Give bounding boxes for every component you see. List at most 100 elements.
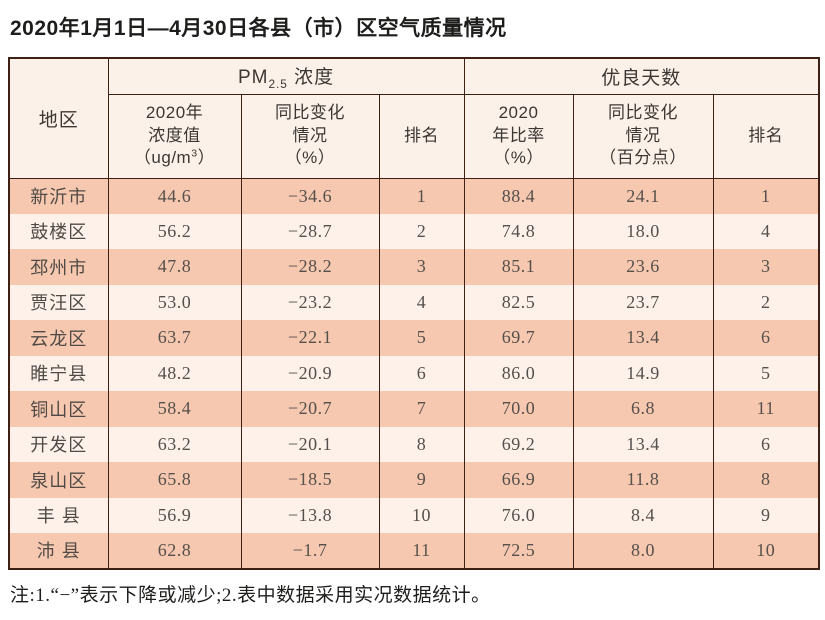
pm-change-cell: −22.1: [240, 320, 380, 356]
table-row: 鼓楼区 56.2 −28.7 2 74.8 18.0 4: [8, 213, 820, 249]
column-header-region: 地区: [8, 58, 109, 179]
column-header-pm-change: 同比变化 情况 （%）: [240, 94, 380, 179]
table-body: 新沂市 44.6 −34.6 1 88.4 24.1 1 鼓楼区 56.2 −2…: [8, 178, 820, 569]
pm-label-suffix: 浓度: [287, 66, 335, 88]
days-ratio-cell: 70.0: [463, 391, 574, 427]
days-rank-cell: 1: [712, 178, 820, 214]
region-cell: 鼓楼区: [8, 213, 109, 249]
days-rank-cell: 11: [712, 391, 820, 427]
header-line: 情况: [292, 125, 328, 145]
table-header: 地区 PM2.5 浓度 优良天数 2020年 浓度值 （ug/m3） 同比变化 …: [8, 58, 820, 179]
region-cell: 泉山区: [8, 462, 109, 498]
page-title: 2020年1月1日—4月30日各县（市）区空气质量情况: [10, 17, 507, 40]
header-line: 2020: [498, 103, 539, 123]
days-change-cell: 8.0: [572, 533, 714, 569]
days-change-cell: 18.0: [572, 213, 714, 249]
days-ratio-cell: 66.9: [463, 462, 574, 498]
header-line: （%）: [284, 148, 336, 168]
pm-rank-cell: 2: [378, 213, 465, 249]
header-line: （百分点）: [599, 148, 687, 168]
days-rank-cell: 8: [712, 462, 820, 498]
table-row: 贾汪区 53.0 −23.2 4 82.5 23.7 2: [8, 284, 820, 320]
days-rank-cell: 5: [712, 355, 820, 391]
pm-change-cell: −18.5: [240, 462, 380, 498]
pm-value-cell: 44.6: [107, 178, 242, 214]
days-change-cell: 14.9: [572, 355, 714, 391]
sub-header-row: 2020年 浓度值 （ug/m3） 同比变化 情况 （%） 排名 2020 年比…: [9, 94, 820, 179]
group-header-good-days: 优良天数: [463, 58, 820, 95]
days-ratio-cell: 69.2: [463, 426, 574, 462]
days-change-cell: 13.4: [572, 320, 714, 356]
pm-value-cell: 63.7: [107, 320, 242, 356]
column-header-pm-concentration: 2020年 浓度值 （ug/m3）: [107, 94, 242, 179]
table-row: 云龙区 63.7 −22.1 5 69.7 13.4 6: [8, 320, 820, 356]
air-quality-table: 地区 PM2.5 浓度 优良天数 2020年 浓度值 （ug/m3） 同比变化 …: [8, 57, 821, 570]
pm-change-cell: −13.8: [240, 497, 380, 533]
region-cell: 铜山区: [8, 391, 109, 427]
column-header-days-change: 同比变化 情况 （百分点）: [572, 94, 714, 179]
days-ratio-cell: 86.0: [463, 355, 574, 391]
header-line: 同比变化: [275, 103, 345, 123]
pm-change-cell: −28.7: [240, 213, 380, 249]
pm-change-cell: −20.7: [240, 391, 380, 427]
table-row: 泉山区 65.8 −18.5 9 66.9 11.8 8: [8, 462, 820, 498]
pm-value-cell: 56.2: [107, 213, 242, 249]
region-cell: 睢宁县: [8, 355, 109, 391]
column-header-days-rank: 排名: [712, 94, 820, 179]
pm-value-cell: 63.2: [107, 426, 242, 462]
pm-value-cell: 48.2: [107, 355, 242, 391]
header-line: 情况: [625, 125, 661, 145]
days-change-cell: 23.6: [572, 249, 714, 285]
pm-rank-cell: 4: [378, 284, 465, 320]
pm-rank-cell: 3: [378, 249, 465, 285]
pm-change-cell: −20.9: [240, 355, 380, 391]
days-change-cell: 11.8: [572, 462, 714, 498]
header-line: 年比率: [492, 125, 545, 145]
days-change-cell: 24.1: [572, 178, 714, 214]
pm-rank-cell: 10: [378, 497, 465, 533]
days-rank-cell: 6: [712, 426, 820, 462]
pm-change-cell: −1.7: [240, 533, 380, 569]
header-line: （%）: [493, 148, 544, 168]
days-rank-cell: 4: [712, 213, 820, 249]
days-rank-cell: 2: [712, 284, 820, 320]
days-change-cell: 6.8: [572, 391, 714, 427]
pm-value-cell: 47.8: [107, 249, 242, 285]
days-change-cell: 8.4: [572, 497, 714, 533]
column-header-days-ratio: 2020 年比率 （%）: [463, 94, 574, 179]
header-line: 2020年: [145, 103, 204, 123]
pm-label-subscript: 2.5: [268, 77, 288, 91]
pm-change-cell: −20.1: [240, 426, 380, 462]
days-ratio-cell: 74.8: [463, 213, 574, 249]
days-rank-cell: 10: [712, 533, 820, 569]
pm-rank-cell: 5: [378, 320, 465, 356]
cubed-superscript: 3: [191, 147, 198, 160]
table-row: 沛 县 62.8 −1.7 11 72.5 8.0 10: [8, 533, 820, 569]
region-cell: 新沂市: [8, 178, 109, 214]
page: 2020年1月1日—4月30日各县（市）区空气质量情况 地区 PM2.5 浓度 …: [8, 17, 821, 606]
pm-value-cell: 65.8: [107, 462, 242, 498]
days-ratio-cell: 88.4: [463, 178, 574, 214]
region-cell: 邳州市: [8, 249, 109, 285]
pm-rank-cell: 1: [378, 178, 465, 214]
days-ratio-cell: 76.0: [463, 497, 574, 533]
region-cell: 贾汪区: [8, 284, 109, 320]
pm-value-cell: 56.9: [107, 497, 242, 533]
region-cell: 开发区: [8, 426, 109, 462]
days-change-cell: 23.7: [572, 284, 714, 320]
pm-change-cell: −23.2: [240, 284, 380, 320]
table-row: 邳州市 47.8 −28.2 3 85.1 23.6 3: [8, 249, 820, 285]
days-ratio-cell: 82.5: [463, 284, 574, 320]
days-change-cell: 13.4: [572, 426, 714, 462]
pm-value-cell: 62.8: [107, 533, 242, 569]
footnote: 注:1.“−”表示下降或减少;2.表中数据采用实况数据统计。: [10, 584, 491, 606]
group-header-pm25: PM2.5 浓度: [107, 58, 465, 95]
pm-rank-cell: 6: [378, 355, 465, 391]
table-row: 开发区 63.2 −20.1 8 69.2 13.4 6: [8, 426, 820, 462]
table-row: 新沂市 44.6 −34.6 1 88.4 24.1 1: [8, 178, 820, 214]
region-cell: 丰 县: [8, 497, 109, 533]
header-line: （ug/m3）: [133, 147, 216, 168]
pm-rank-cell: 11: [378, 533, 465, 569]
group-header-row: 地区 PM2.5 浓度 优良天数: [8, 58, 820, 179]
table-row: 丰 县 56.9 −13.8 10 76.0 8.4 9: [8, 497, 820, 533]
